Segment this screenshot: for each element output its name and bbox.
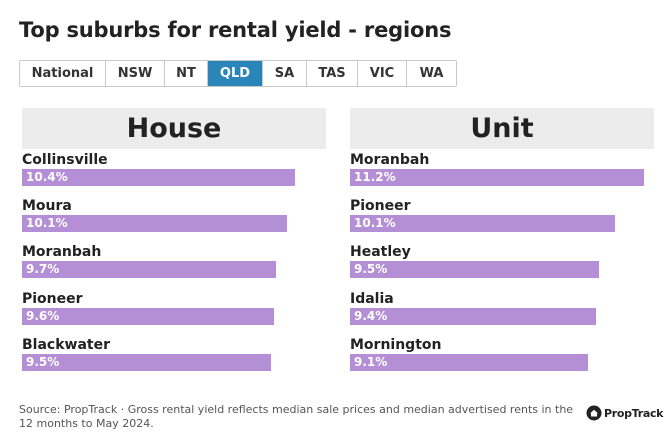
tab-tas[interactable]: TAS [307, 61, 358, 86]
bar-row: Heatley 9.5% [350, 244, 654, 290]
bar-value-label: 9.5% [354, 262, 388, 277]
bar-category-label: Idalia [350, 290, 394, 307]
page-title: Top suburbs for rental yield - regions [19, 18, 452, 42]
bar-category-label: Pioneer [350, 198, 411, 215]
bar-value-label: 9.1% [354, 354, 388, 369]
bar-value-label: 10.1% [354, 216, 396, 231]
tab-national[interactable]: National [20, 61, 106, 86]
bar-row: Pioneer 10.1% [350, 198, 654, 244]
logo-text: PropTrack [604, 406, 664, 420]
bar-value-label: 9.7% [26, 262, 60, 277]
tab-nt[interactable]: NT [165, 61, 208, 86]
bar-row: Mornington 9.1% [350, 337, 654, 383]
bar-row: Moura 10.1% [22, 198, 326, 244]
bar-row: Moranbah 9.7% [22, 244, 326, 290]
bar-value-label: 10.4% [26, 170, 68, 184]
bar-value-label: 11.2% [354, 170, 396, 184]
bar: 9.5% [22, 353, 271, 371]
bar-category-label: Mornington [350, 336, 442, 353]
house-chart: House Collinsville 10.4% Moura 10.1% Moranba… [22, 108, 326, 371]
bar-category-label: Collinsville [22, 152, 108, 168]
bar-category-label: Moranbah [350, 152, 430, 168]
unit-chart: Unit Moranbah 11.2% Pioneer 10.1% Heatley 9.5… [350, 108, 654, 371]
bar-category-label: Pioneer [22, 290, 83, 307]
bar: 11.2% [350, 169, 644, 186]
bar-row: Blackwater 9.5% [22, 337, 326, 383]
bar: 9.4% [350, 307, 597, 325]
bar-category-label: Moranbah [22, 244, 102, 261]
house-chart-title: House [22, 108, 326, 149]
tab-sa[interactable]: SA [263, 61, 307, 86]
proptrack-house-icon [586, 405, 602, 421]
tab-nsw[interactable]: NSW [106, 61, 165, 86]
bar: 9.5% [350, 261, 599, 279]
bar: 9.7% [22, 261, 277, 279]
bar-row: Idalia 9.4% [350, 291, 654, 337]
tab-qld[interactable]: QLD [208, 61, 263, 86]
bar: 10.1% [22, 215, 287, 233]
bar-category-label: Blackwater [22, 336, 110, 353]
bar-category-label: Heatley [350, 244, 411, 261]
bar: 10.1% [350, 215, 615, 233]
tab-vic[interactable]: VIC [358, 61, 407, 86]
bar-value-label: 9.6% [26, 308, 60, 323]
bar-row: Pioneer 9.6% [22, 291, 326, 337]
bar-row: Moranbah 11.2% [350, 152, 654, 198]
bar-value-label: 9.4% [354, 308, 388, 323]
bar: 9.1% [350, 353, 589, 371]
bar-category-label: Moura [22, 198, 72, 215]
bar: 10.4% [22, 169, 295, 186]
tab-wa[interactable]: WA [419, 66, 444, 81]
region-tabs: National NSW NT QLD SA TAS VIC WA [19, 60, 457, 87]
bar-value-label: 10.1% [26, 216, 68, 231]
bar-row: Collinsville 10.4% [22, 152, 326, 198]
bar: 9.6% [22, 307, 274, 325]
bar-value-label: 9.5% [26, 354, 60, 369]
proptrack-logo: PropTrack [586, 405, 664, 421]
unit-chart-title: Unit [350, 108, 654, 149]
source-note: Source: PropTrack · Gross rental yield r… [19, 403, 574, 430]
